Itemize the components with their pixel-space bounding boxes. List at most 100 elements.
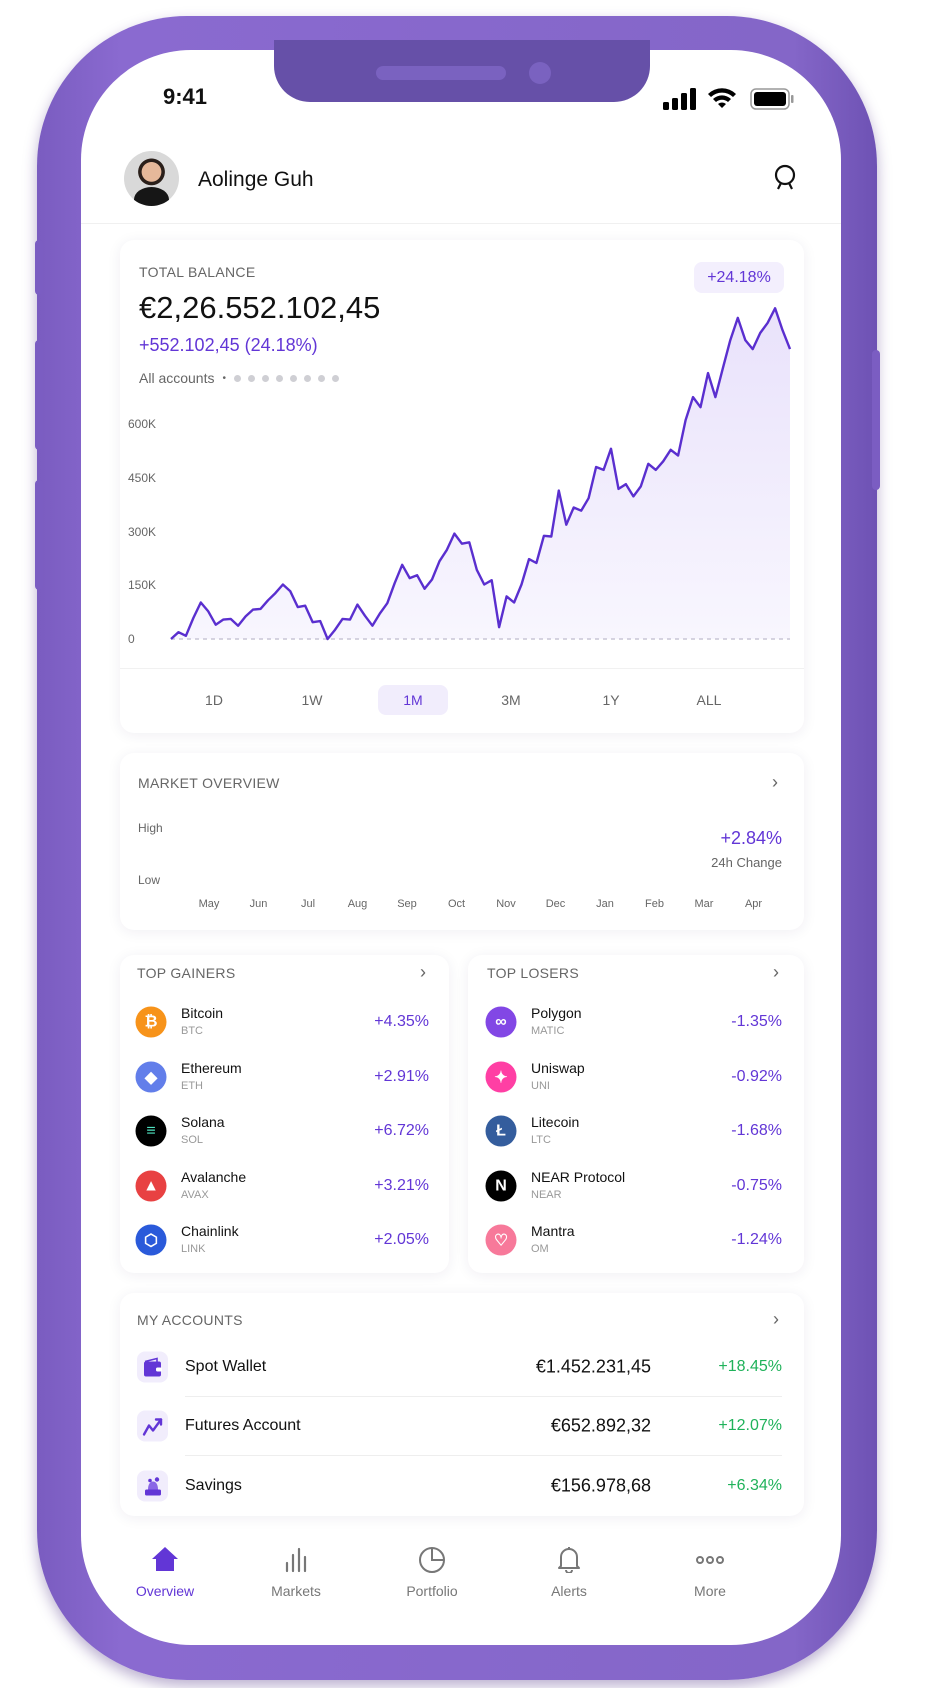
avalanche-icon: ▲ xyxy=(135,1170,167,1202)
market-change: +2.84% xyxy=(720,828,782,848)
signal-icon xyxy=(663,88,696,110)
tabs-divider xyxy=(120,668,804,669)
y-tick-label: 450K xyxy=(128,470,157,485)
range-tab-3m[interactable]: 3M xyxy=(501,692,521,708)
account-dot[interactable] xyxy=(248,374,255,382)
market-change-label: 24h Change xyxy=(711,855,782,870)
coin-name: Polygon xyxy=(531,1005,582,1021)
range-tab-1y[interactable]: 1Y xyxy=(602,692,620,708)
coin-change: +2.91% xyxy=(374,1068,429,1085)
wallet-icon xyxy=(137,1351,168,1383)
ethereum-icon: ◆ xyxy=(135,1061,167,1093)
solana-icon: ≡ xyxy=(135,1115,167,1147)
coin-symbol: UNI xyxy=(531,1080,550,1092)
coin-name: Ethereum xyxy=(181,1060,242,1076)
coin-name: Chainlink xyxy=(181,1223,239,1239)
search-icon[interactable] xyxy=(772,163,800,191)
coin-change: +4.35% xyxy=(374,1013,429,1030)
nav-alerts[interactable]: Alerts xyxy=(519,1545,619,1601)
account-dot[interactable] xyxy=(276,374,283,382)
month-label: Jan xyxy=(596,898,614,910)
coin-change: +2.05% xyxy=(374,1231,429,1248)
near-icon: N xyxy=(485,1170,517,1202)
month-label: Oct xyxy=(447,898,466,910)
trending-up-icon xyxy=(137,1410,168,1442)
chevron-right-icon[interactable]: › xyxy=(773,1309,779,1329)
nav-overview[interactable]: Overview xyxy=(115,1545,215,1601)
month-label: May xyxy=(198,898,220,910)
mute-switch xyxy=(35,240,43,295)
y-tick-label: 300K xyxy=(128,524,157,539)
nav-portfolio[interactable]: Portfolio xyxy=(382,1545,482,1601)
nav-markets[interactable]: Markets xyxy=(246,1545,346,1601)
coin-name: Litecoin xyxy=(531,1114,580,1130)
polygon-icon: ∞ xyxy=(485,1006,517,1038)
row-divider xyxy=(185,1396,782,1397)
avatar[interactable] xyxy=(124,151,179,206)
low-label: Low xyxy=(138,873,161,887)
range-tab-all[interactable]: ALL xyxy=(696,692,722,708)
month-label: Mar xyxy=(694,898,714,910)
top-gainers-card xyxy=(120,955,449,1273)
account-selector[interactable]: All accounts • xyxy=(139,370,339,386)
bar-chart-icon xyxy=(246,1545,346,1573)
savings-icon xyxy=(137,1470,168,1502)
nav-label: Markets xyxy=(271,1583,321,1599)
coin-symbol: MATIC xyxy=(531,1025,565,1037)
y-tick-label: 600K xyxy=(128,417,157,431)
nav-label: More xyxy=(694,1583,726,1599)
account-name: Futures Account xyxy=(185,1417,301,1434)
account-amount: €1.452.231,45 xyxy=(535,1356,651,1377)
month-label: Aug xyxy=(347,898,368,910)
y-tick-label: 150K xyxy=(128,578,157,593)
coin-change: +6.72% xyxy=(374,1122,429,1139)
nav-label: Overview xyxy=(135,1583,195,1599)
nav-label: Alerts xyxy=(551,1583,587,1599)
volume-down-button xyxy=(35,480,43,590)
y-tick-label: 0 xyxy=(128,632,135,646)
balance-amount: €2,26.552.102,45 xyxy=(139,290,381,325)
account-dot[interactable] xyxy=(332,374,339,382)
coin-symbol: LINK xyxy=(181,1243,206,1255)
chevron-right-icon[interactable]: › xyxy=(420,962,426,982)
accounts-label: All accounts xyxy=(139,370,215,386)
account-dot[interactable] xyxy=(304,374,311,382)
chevron-right-icon[interactable]: › xyxy=(773,962,779,982)
uniswap-icon: ✦ xyxy=(485,1061,517,1093)
camera xyxy=(529,62,551,84)
account-amount: €156.978,68 xyxy=(550,1475,651,1496)
month-label: Nov xyxy=(496,898,516,910)
litecoin-icon: Ł xyxy=(485,1115,517,1147)
coin-change: +3.21% xyxy=(374,1177,429,1194)
range-tab-1w[interactable]: 1W xyxy=(301,692,323,708)
gainers-title: TOP GAINERS xyxy=(137,965,236,981)
month-label: Apr xyxy=(744,898,763,910)
account-name: Spot Wallet xyxy=(185,1358,267,1375)
coin-symbol: LTC xyxy=(531,1134,551,1146)
my-accounts-card xyxy=(120,1293,804,1516)
battery-icon xyxy=(750,88,794,110)
coin-symbol: NEAR xyxy=(531,1189,562,1201)
market-overview-card[interactable] xyxy=(120,753,804,930)
account-dot[interactable] xyxy=(318,374,325,382)
balance-change: +552.102,45 (24.18%) xyxy=(139,335,318,355)
coin-name: Uniswap xyxy=(531,1060,585,1076)
wifi-icon xyxy=(708,88,736,108)
nav-more[interactable]: More xyxy=(660,1545,760,1601)
high-label: High xyxy=(138,821,163,835)
chevron-right-icon[interactable]: › xyxy=(772,772,778,792)
coin-symbol: ETH xyxy=(181,1080,203,1092)
range-tab-1m[interactable]: 1M xyxy=(378,685,448,715)
account-dot[interactable] xyxy=(290,374,297,382)
power-button xyxy=(872,350,880,490)
more-icon xyxy=(660,1545,760,1573)
user-name: Aolinge Guh xyxy=(198,168,314,191)
account-dot[interactable] xyxy=(234,374,241,382)
top-losers-card xyxy=(468,955,804,1273)
range-tab-1d[interactable]: 1D xyxy=(205,692,223,708)
coin-name: Avalanche xyxy=(181,1169,247,1185)
header-divider xyxy=(81,223,841,224)
account-dot[interactable] xyxy=(262,374,269,382)
coin-symbol: BTC xyxy=(181,1025,203,1037)
account-change: +6.34% xyxy=(727,1477,782,1494)
